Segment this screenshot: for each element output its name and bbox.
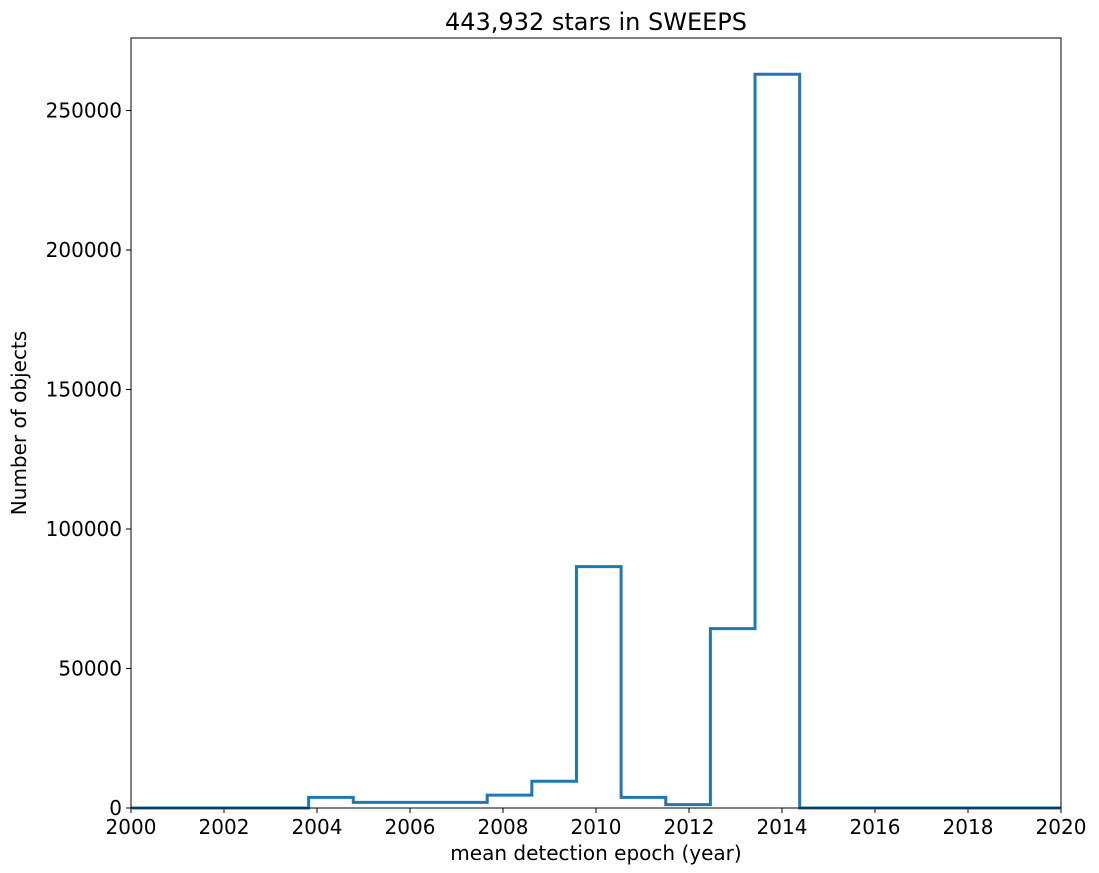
y-tick-label: 200000 xyxy=(46,238,122,262)
x-tick-label: 2010 xyxy=(571,815,622,839)
y-tick-label: 100000 xyxy=(46,517,122,541)
x-tick-label: 2008 xyxy=(478,815,529,839)
x-tick-label: 2004 xyxy=(292,815,343,839)
x-tick-label: 2006 xyxy=(385,815,436,839)
y-tick-label: 250000 xyxy=(46,99,122,123)
plot-frame xyxy=(130,37,1062,809)
x-tick-label: 2002 xyxy=(199,815,250,839)
x-tick-label: 2012 xyxy=(664,815,715,839)
x-axis-ticks: 2000 2002 2004 2006 2008 2010 2012 2014 2016 2018… xyxy=(106,808,1087,839)
x-axis-label: mean detection epoch (year) xyxy=(450,841,741,865)
x-tick-label: 2000 xyxy=(106,815,157,839)
x-tick-label: 2018 xyxy=(943,815,994,839)
chart-title: 443,932 stars in SWEEPS xyxy=(445,8,747,36)
plot-area xyxy=(131,38,1061,808)
y-tick-label: 0 xyxy=(109,796,122,820)
y-tick-label: 50000 xyxy=(58,657,122,681)
histogram-step-line xyxy=(131,72,1061,810)
x-tick-label: 2020 xyxy=(1036,815,1087,839)
x-tick-label: 2016 xyxy=(850,815,901,839)
y-axis-ticks: 0 50000 100000 150000 200000 250000 xyxy=(46,99,131,820)
y-tick-label: 150000 xyxy=(46,378,122,402)
x-tick-label: 2014 xyxy=(757,815,808,839)
y-axis-label: Number of objects xyxy=(7,331,31,515)
